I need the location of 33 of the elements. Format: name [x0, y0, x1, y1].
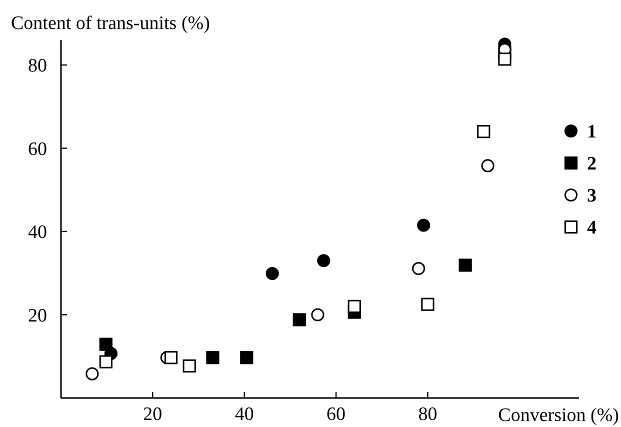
point	[458, 258, 472, 272]
point	[86, 367, 99, 380]
y-tick-label: 20	[28, 305, 47, 326]
legend-label: 4	[587, 218, 597, 239]
point	[292, 313, 306, 326]
y-axis-title: Content of trans-units (%)	[11, 13, 210, 34]
point	[317, 254, 330, 268]
point	[99, 338, 112, 351]
point	[266, 266, 279, 280]
legend-label: 2	[587, 154, 596, 175]
point	[99, 355, 112, 368]
point	[164, 351, 178, 364]
point	[182, 359, 196, 372]
legend-label: 3	[587, 186, 596, 207]
point	[481, 159, 494, 172]
y-tick-label: 80	[28, 56, 47, 77]
y-tick-label: 40	[28, 222, 47, 244]
x-tick-label: 20	[143, 404, 162, 425]
point	[417, 218, 430, 232]
x-tick-label: 60	[326, 404, 346, 425]
point	[348, 300, 361, 313]
y-tick-label: 60	[28, 138, 47, 160]
x-tick-label: 40	[234, 404, 254, 425]
point	[240, 351, 254, 364]
point	[498, 52, 512, 66]
point	[421, 298, 434, 311]
x-axis-title: Conversion (%)	[498, 405, 619, 426]
legend-label: 1	[587, 122, 596, 143]
point	[477, 125, 490, 138]
point	[412, 262, 426, 276]
point	[311, 308, 324, 322]
x-tick-label: 80	[418, 404, 438, 425]
point	[206, 351, 220, 364]
